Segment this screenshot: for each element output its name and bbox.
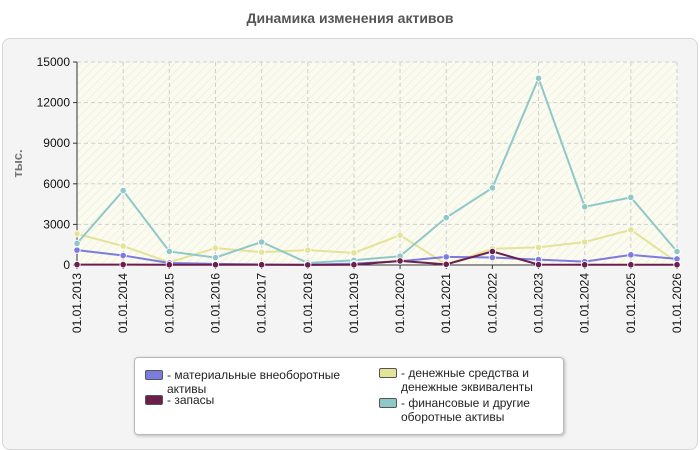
data-point <box>673 261 681 269</box>
x-tick-label: 01.01.2025 <box>624 273 638 333</box>
x-tick-label: 01.01.2015 <box>162 273 176 333</box>
data-point <box>258 248 266 256</box>
data-point <box>673 247 681 256</box>
data-point <box>581 238 589 246</box>
data-point <box>442 214 450 222</box>
y-axis-ticks: 0 3000 6000 9000 12000 15000 <box>37 55 77 272</box>
data-point <box>73 230 81 238</box>
data-point <box>396 257 404 265</box>
data-point <box>442 260 450 268</box>
data-point <box>73 239 81 247</box>
series-line <box>76 75 678 264</box>
data-point <box>165 261 173 269</box>
x-axis-ticks: 01.01.2013 01.01.2014 01.01.2015 01.01.2016… <box>70 265 684 333</box>
data-point <box>442 253 450 261</box>
data-point <box>581 261 589 269</box>
data-point <box>488 184 496 192</box>
data-point <box>304 246 312 254</box>
y-axis-label: тыс. <box>10 149 25 177</box>
y-tick-label: 15000 <box>37 55 71 69</box>
y-tick-label: 6000 <box>43 177 70 191</box>
x-tick-label: 01.01.2019 <box>347 273 361 333</box>
legend-label-financial-assets: - финансовые и другие оборотные активы <box>401 396 530 424</box>
data-point <box>211 244 220 252</box>
data-point <box>211 261 220 269</box>
x-tick-label: 01.01.2020 <box>393 273 407 333</box>
data-point <box>73 260 81 269</box>
x-tick-label: 01.01.2017 <box>255 273 269 333</box>
series-1 <box>73 247 681 269</box>
data-point <box>304 261 312 269</box>
legend-swatch-cash <box>379 368 397 378</box>
data-point <box>627 193 635 201</box>
data-point <box>534 260 543 269</box>
data-point <box>488 247 496 256</box>
legend-swatch-financial-assets <box>379 398 397 408</box>
data-point <box>119 251 127 260</box>
legend-label-inventory: - запасы <box>167 393 215 407</box>
series-line <box>76 228 678 266</box>
data-point <box>627 261 635 269</box>
data-point <box>119 186 127 195</box>
data-point <box>211 253 220 262</box>
data-point <box>119 242 127 250</box>
data-point <box>627 226 635 234</box>
data-point <box>534 243 543 252</box>
chart-title: Динамика изменения активов <box>246 10 454 26</box>
y-tick-label: 3000 <box>43 217 70 231</box>
data-point <box>488 253 496 262</box>
legend-swatch-inventory <box>145 395 163 405</box>
data-point <box>258 261 266 269</box>
series-3 <box>73 74 681 267</box>
legend-label-cash: - денежные средства и денежные эквивален… <box>401 366 533 394</box>
y-tick-label: 0 <box>63 258 70 272</box>
data-point <box>350 261 358 269</box>
x-tick-label: 01.01.2013 <box>70 273 84 333</box>
x-tick-label: 01.01.2014 <box>116 273 130 333</box>
series-group <box>73 74 681 269</box>
data-point <box>534 74 543 82</box>
legend-swatch-fixed-assets <box>145 370 163 380</box>
data-point <box>350 249 358 257</box>
data-point <box>627 251 635 259</box>
data-point <box>581 203 589 211</box>
series-line <box>77 250 677 266</box>
legend: - материальные внеоборотные активы - зап… <box>134 357 564 435</box>
data-point <box>165 247 173 256</box>
y-tick-label: 12000 <box>37 96 71 110</box>
x-tick-label: 01.01.2018 <box>301 273 315 333</box>
x-tick-label: 01.01.2016 <box>208 273 222 333</box>
data-point <box>396 231 404 239</box>
x-tick-label: 01.01.2021 <box>439 273 453 333</box>
data-point <box>119 260 127 269</box>
x-tick-label: 01.01.2024 <box>578 273 592 333</box>
x-tick-label: 01.01.2023 <box>532 273 546 333</box>
data-point <box>258 238 266 246</box>
x-tick-label: 01.01.2022 <box>485 273 499 333</box>
x-tick-label: 01.01.2026 <box>670 273 684 333</box>
legend-label-fixed-assets: - материальные внеоборотные активы <box>167 368 340 396</box>
plot-area <box>77 62 677 265</box>
data-point <box>73 246 81 254</box>
y-tick-label: 9000 <box>43 136 70 150</box>
